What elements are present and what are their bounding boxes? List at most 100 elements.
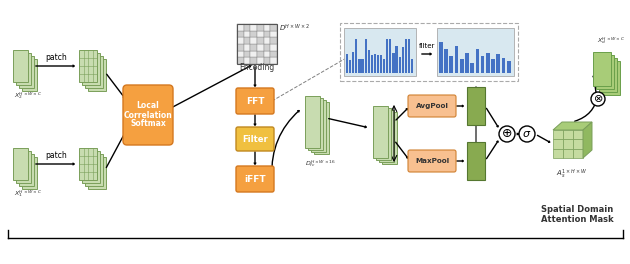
Polygon shape: [379, 110, 394, 162]
Polygon shape: [593, 52, 611, 86]
Text: filter: filter: [419, 43, 435, 49]
Bar: [455, 46, 459, 73]
Text: patch: patch: [45, 152, 67, 161]
Bar: [467, 87, 485, 125]
Bar: [392, 53, 394, 73]
Bar: [250, 44, 257, 51]
Bar: [244, 24, 250, 31]
Bar: [257, 57, 264, 64]
Bar: [383, 59, 386, 73]
FancyBboxPatch shape: [236, 127, 274, 151]
Text: Softmax: Softmax: [130, 120, 166, 129]
FancyBboxPatch shape: [236, 88, 274, 114]
Bar: [491, 59, 495, 73]
Text: Encoding: Encoding: [239, 64, 275, 73]
Text: $X_d^{H\times W\times C}$: $X_d^{H\times W\times C}$: [597, 35, 625, 46]
Bar: [237, 51, 244, 57]
Polygon shape: [372, 106, 387, 158]
Polygon shape: [583, 122, 592, 158]
Bar: [449, 56, 453, 73]
Bar: [399, 58, 401, 73]
Bar: [270, 24, 277, 31]
Polygon shape: [602, 61, 620, 95]
Bar: [250, 51, 257, 57]
Polygon shape: [307, 98, 323, 150]
Polygon shape: [13, 148, 28, 180]
Bar: [244, 31, 250, 37]
Bar: [380, 55, 382, 73]
Bar: [270, 31, 277, 37]
Bar: [257, 24, 264, 31]
Bar: [244, 57, 250, 64]
Bar: [237, 24, 244, 31]
Polygon shape: [599, 58, 617, 92]
Bar: [408, 39, 410, 73]
Polygon shape: [311, 100, 326, 152]
Bar: [270, 57, 277, 64]
Circle shape: [591, 92, 605, 106]
Bar: [439, 43, 443, 73]
Bar: [270, 37, 277, 44]
Bar: [573, 139, 583, 149]
Bar: [386, 39, 389, 73]
Text: $\oplus$: $\oplus$: [501, 127, 513, 140]
Polygon shape: [553, 122, 592, 130]
Bar: [257, 51, 264, 57]
Bar: [365, 39, 367, 73]
Bar: [501, 58, 505, 73]
Polygon shape: [16, 151, 30, 183]
Text: $D^{H\times W\times 2}$: $D^{H\times W\times 2}$: [279, 22, 310, 34]
Bar: [476, 49, 479, 73]
Bar: [563, 130, 573, 139]
Bar: [237, 37, 244, 44]
Text: $\otimes$: $\otimes$: [593, 93, 603, 105]
FancyBboxPatch shape: [236, 166, 274, 192]
Polygon shape: [13, 50, 28, 82]
Bar: [389, 39, 391, 73]
Bar: [237, 24, 277, 64]
Bar: [404, 39, 407, 73]
Text: $A_s^{1\times H\times W}$: $A_s^{1\times H\times W}$: [556, 168, 588, 181]
Bar: [257, 31, 264, 37]
Text: $\sigma$: $\sigma$: [522, 129, 532, 139]
Text: iFFT: iFFT: [244, 175, 266, 183]
Bar: [460, 59, 464, 73]
Bar: [402, 47, 404, 73]
Polygon shape: [21, 157, 37, 189]
Bar: [467, 142, 485, 180]
Bar: [563, 139, 573, 149]
Polygon shape: [79, 50, 97, 82]
FancyBboxPatch shape: [408, 150, 456, 172]
Polygon shape: [85, 154, 103, 186]
Circle shape: [499, 126, 515, 142]
Bar: [264, 51, 270, 57]
Bar: [250, 24, 257, 31]
Bar: [244, 37, 250, 44]
Bar: [237, 44, 244, 51]
Text: patch: patch: [45, 54, 67, 63]
Text: FFT: FFT: [246, 97, 264, 106]
Bar: [244, 51, 250, 57]
Bar: [496, 54, 500, 73]
Circle shape: [519, 126, 535, 142]
Bar: [264, 37, 270, 44]
Text: $X_2^{H\times W\times C}$: $X_2^{H\times W\times C}$: [14, 90, 42, 101]
Polygon shape: [596, 55, 614, 89]
Bar: [486, 53, 490, 73]
Bar: [481, 56, 484, 73]
Bar: [250, 57, 257, 64]
Polygon shape: [314, 102, 328, 154]
Bar: [396, 46, 398, 73]
Bar: [470, 63, 474, 73]
Polygon shape: [85, 56, 103, 88]
Text: Attention Mask: Attention Mask: [541, 214, 614, 224]
Bar: [465, 53, 469, 73]
Polygon shape: [82, 53, 100, 85]
Polygon shape: [88, 59, 106, 91]
Polygon shape: [82, 151, 100, 183]
Bar: [437, 28, 514, 76]
Polygon shape: [18, 154, 33, 186]
Bar: [346, 54, 348, 73]
Bar: [573, 149, 583, 158]
Bar: [237, 31, 244, 37]
